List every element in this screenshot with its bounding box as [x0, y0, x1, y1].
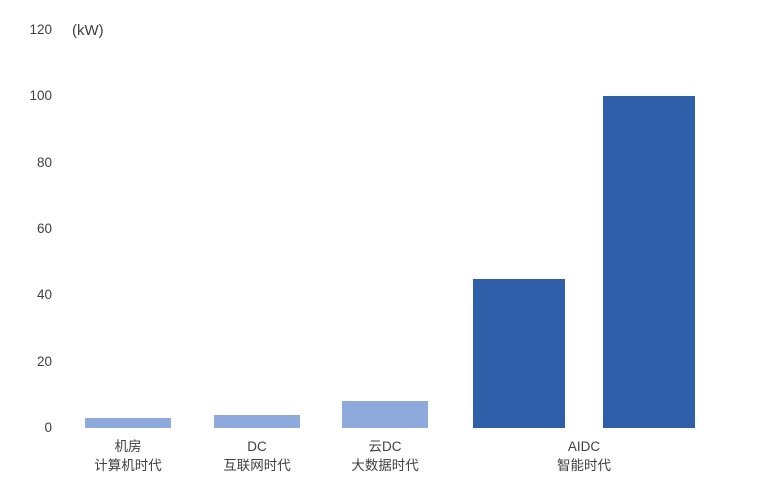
x-category-label-line1: DC: [247, 439, 267, 454]
bar-AIDC 智能时代-45: [473, 278, 565, 428]
y-tick-label: 80: [36, 154, 52, 170]
x-category-label-line1: 云DC: [368, 439, 402, 454]
x-category-label-line2: 互联网时代: [223, 458, 291, 473]
bar-云DC 大数据时代-8: [342, 401, 428, 428]
y-tick-label: 60: [36, 221, 52, 236]
y-tick-label: 100: [29, 88, 52, 104]
bar-机房 计算机时代-3: [85, 418, 171, 428]
bar-AIDC 智能时代-100: [603, 96, 695, 428]
x-category-label-line2: 大数据时代: [351, 458, 419, 473]
y-tick-label: 40: [36, 287, 52, 303]
y-tick-label: 0: [44, 420, 52, 435]
y-tick-label: 20: [36, 353, 52, 369]
x-category-label-line2: 智能时代: [557, 458, 611, 473]
bar-DC 互联网时代-4: [214, 414, 300, 428]
x-category-label-line1: AIDC: [567, 439, 601, 454]
x-category-label-line1: 机房: [114, 439, 142, 454]
x-category-label: AIDC 智能时代: [504, 437, 664, 475]
x-category-label: 机房 计算机时代: [48, 437, 208, 475]
x-category-label-line2: 计算机时代: [94, 458, 162, 473]
y-axis-unit-label: (kW): [72, 22, 104, 39]
y-tick-label: 120: [29, 22, 52, 37]
x-category-label: DC 互联网时代: [177, 437, 337, 475]
x-category-label: 云DC 大数据时代: [305, 437, 465, 475]
